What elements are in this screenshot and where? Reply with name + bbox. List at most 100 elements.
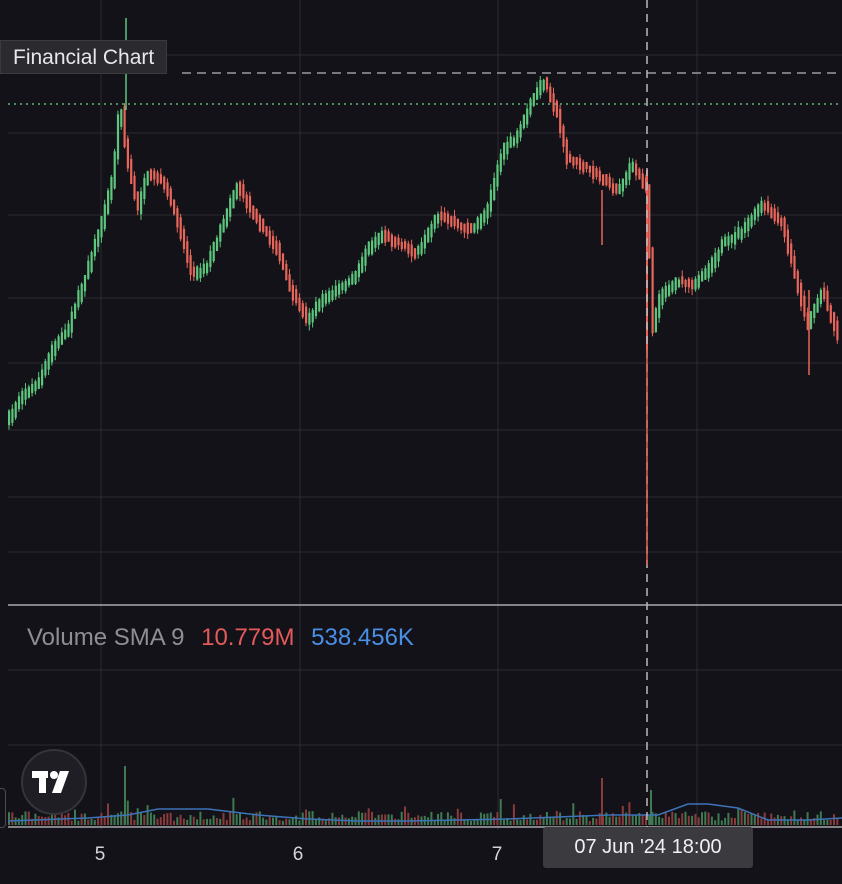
candle-body xyxy=(24,388,27,400)
volume-bar xyxy=(506,817,509,825)
candle-body xyxy=(602,174,605,186)
candle-body xyxy=(638,168,641,180)
volume-bar xyxy=(288,819,291,825)
volume-bar xyxy=(311,811,314,825)
volume-bar xyxy=(691,815,694,825)
volume-bar xyxy=(466,819,469,825)
volume-bar xyxy=(371,811,373,825)
candle-body xyxy=(159,174,162,184)
candle-body xyxy=(100,216,103,238)
candle-body xyxy=(67,323,70,337)
candle-body xyxy=(790,243,793,264)
candle-body xyxy=(83,275,87,292)
volume-bar xyxy=(717,813,720,825)
candle-body xyxy=(707,263,710,279)
candle-body xyxy=(113,151,116,189)
volume-bar xyxy=(361,812,364,825)
candle-body xyxy=(687,278,690,288)
volume-bar xyxy=(258,811,261,825)
volume-bar xyxy=(275,816,278,825)
candle-body xyxy=(298,297,301,311)
volume-bar xyxy=(714,820,717,825)
candle-body xyxy=(773,208,776,222)
volume-bar xyxy=(724,817,727,825)
volume-bar xyxy=(681,813,684,825)
tradingview-logo-icon[interactable] xyxy=(21,749,87,815)
candle-body xyxy=(625,172,628,186)
scroll-handle[interactable] xyxy=(0,788,6,828)
volume-bar xyxy=(394,818,397,825)
volume-bar xyxy=(90,818,93,825)
volume-bar xyxy=(826,819,829,825)
volume-bar xyxy=(87,819,90,825)
candle-body xyxy=(823,287,826,300)
volume-bar xyxy=(31,818,34,825)
candle-body xyxy=(737,226,740,239)
volume-bar xyxy=(582,814,585,825)
candle-body xyxy=(476,217,479,230)
candle-body xyxy=(684,279,687,287)
candle-body xyxy=(21,390,24,405)
candle-body xyxy=(410,244,413,257)
candle-body xyxy=(585,162,588,169)
volume-bar xyxy=(479,812,482,825)
candle-body xyxy=(143,177,146,199)
volume-bar xyxy=(806,812,809,825)
volume-bar xyxy=(453,818,456,825)
candle-body xyxy=(618,183,621,195)
volume-bar xyxy=(255,812,258,825)
candle-body xyxy=(575,157,578,165)
volume-bar xyxy=(252,813,255,825)
volume-bar xyxy=(281,820,284,825)
volume-bar xyxy=(628,802,631,825)
candle-body xyxy=(387,231,390,242)
volume-bar xyxy=(80,813,83,825)
volume-bar xyxy=(635,815,637,825)
volume-bar xyxy=(136,808,139,825)
candle-body xyxy=(552,93,555,112)
candle-body xyxy=(503,142,506,160)
volume-bar xyxy=(823,820,826,825)
candle-body xyxy=(324,293,327,304)
candle-body xyxy=(14,402,17,418)
volume-bar xyxy=(153,814,156,825)
volume-bar xyxy=(707,812,710,825)
candle-body xyxy=(536,87,539,100)
volume-bar xyxy=(618,816,621,825)
volume-bar xyxy=(701,812,703,825)
volume-bar xyxy=(437,813,439,825)
candle-body xyxy=(37,377,40,389)
volume-bar xyxy=(757,812,760,825)
volume-bar xyxy=(17,818,20,825)
candle-body xyxy=(367,241,370,255)
candle-body xyxy=(826,290,829,311)
candle-body xyxy=(331,290,334,301)
candle-body xyxy=(509,136,512,148)
volume-bar xyxy=(314,820,317,825)
volume-bar xyxy=(268,816,271,825)
volume-bar xyxy=(120,811,123,825)
candle-body xyxy=(479,214,483,229)
candle-body xyxy=(542,79,545,91)
volume-bar xyxy=(697,817,700,825)
candle-body xyxy=(354,270,357,284)
candle-body xyxy=(133,175,136,200)
candle-body xyxy=(120,109,123,127)
candle-body xyxy=(780,217,783,227)
candle-body xyxy=(166,182,169,197)
candle-body xyxy=(245,194,248,209)
volume-bar xyxy=(93,820,96,825)
candle-body xyxy=(833,312,836,332)
volume-bar xyxy=(727,812,730,825)
candle-body xyxy=(446,213,450,224)
candle-body xyxy=(704,268,707,280)
candle-body xyxy=(50,344,54,363)
volume-bar xyxy=(107,803,109,825)
volume-bar xyxy=(212,815,215,825)
candle-body xyxy=(648,184,651,259)
candle-body xyxy=(347,278,351,286)
volume-bar xyxy=(677,818,680,825)
candle-body xyxy=(90,252,93,273)
